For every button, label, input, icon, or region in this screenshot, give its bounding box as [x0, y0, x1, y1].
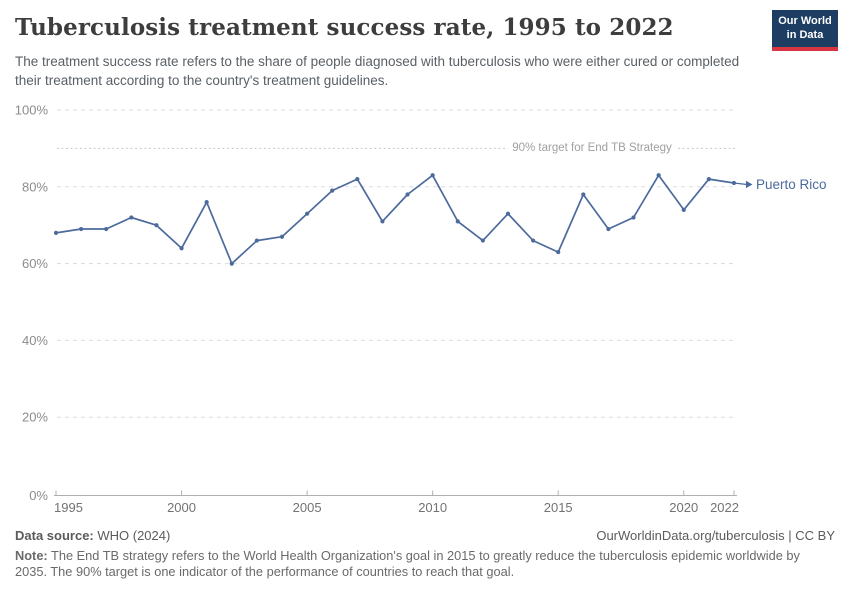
footer-source-row: Data source: WHO (2024) OurWorldinData.o… [15, 528, 835, 543]
x-axis [54, 490, 737, 496]
data-point [229, 261, 234, 266]
y-tick-label: 0% [29, 488, 48, 503]
x-tick-label: 2005 [293, 500, 322, 515]
data-source-label: Data source: [15, 528, 94, 543]
data-point [254, 238, 259, 243]
label-connector [733, 182, 748, 186]
data-point [731, 180, 737, 186]
entity-label: Puerto Rico [756, 177, 827, 192]
data-point [581, 192, 586, 197]
data-point [405, 192, 410, 197]
target-line: 90% target for End TB Strategy [57, 137, 737, 154]
owid-logo: Our World in Data [772, 10, 838, 51]
data-point [305, 211, 310, 216]
data-point [154, 223, 159, 228]
data-point [79, 226, 84, 232]
y-tick-label: 80% [22, 179, 48, 194]
data-point [330, 188, 335, 193]
label-arrow [745, 180, 753, 189]
footer-note: Note: The End TB strategy refers to the … [15, 548, 835, 579]
y-tick-label: 100% [15, 103, 49, 118]
data-point [706, 177, 711, 182]
y-tick-label: 20% [22, 410, 48, 425]
data-point [355, 177, 360, 182]
data-point [505, 211, 511, 216]
data-point [380, 219, 385, 224]
data-point [656, 173, 661, 178]
x-tick-label: 2010 [418, 500, 447, 515]
data-series [53, 173, 737, 266]
y-gridlines [57, 109, 737, 418]
x-tick-label: 2015 [544, 500, 573, 515]
data-point [129, 215, 134, 220]
data-point [606, 226, 611, 232]
owid-logo-line1: Our World [778, 15, 832, 28]
owid-link: OurWorldinData.org/tuberculosis | CC BY [596, 528, 835, 543]
data-point [480, 238, 485, 243]
data-point [631, 215, 636, 220]
data-point [530, 238, 536, 243]
x-tick-label: 2020 [669, 500, 698, 515]
y-tick-label: 40% [22, 333, 48, 348]
data-source: Data source: WHO (2024) [15, 528, 170, 543]
x-axis-labels: 1995 2000 2005 2010 2015 2020 2022 [54, 500, 739, 515]
x-tick-label: 2000 [167, 500, 196, 515]
x-tick-label: 2022 [710, 500, 739, 515]
x-tick-label: 1995 [54, 500, 83, 515]
target-line-label: 90% target for End TB Strategy [512, 142, 672, 154]
data-point [681, 207, 686, 212]
data-point [455, 219, 460, 224]
data-point [279, 234, 285, 239]
note-label: Note: [15, 548, 48, 563]
data-point [430, 173, 435, 178]
data-point [556, 249, 561, 255]
target-label-halo [508, 137, 677, 152]
owid-logo-line2: in Data [786, 28, 824, 41]
note-text: The End TB strategy refers to the World … [15, 548, 800, 579]
footer: Data source: WHO (2024) OurWorldinData.o… [15, 528, 835, 579]
data-line [55, 174, 735, 265]
series-end-label: Puerto Rico [733, 177, 827, 192]
data-point [53, 230, 59, 235]
chart-title: Tuberculosis treatment success rate, 199… [15, 14, 674, 41]
data-source-value: WHO (2024) [93, 528, 171, 543]
data-point [104, 226, 109, 232]
y-axis-labels: 0% 20% 40% 60% 80% 100% [15, 103, 49, 504]
data-point [204, 200, 209, 205]
y-tick-label: 60% [22, 256, 48, 271]
data-point [179, 246, 184, 251]
chart-subtitle: The treatment success rate refers to the… [15, 54, 740, 89]
